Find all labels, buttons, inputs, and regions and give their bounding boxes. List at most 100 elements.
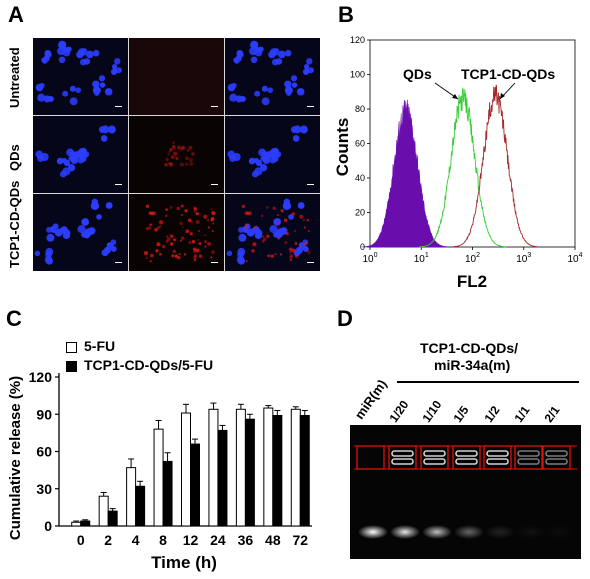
- nucleus: [303, 64, 310, 70]
- complex-band: [517, 458, 540, 465]
- red-signal: [245, 260, 248, 263]
- bar-5-fu: [71, 521, 82, 527]
- complex-band: [545, 458, 568, 465]
- nucleus: [46, 226, 52, 233]
- red-signal: [306, 250, 311, 255]
- nucleus: [60, 226, 68, 234]
- nucleus: [101, 249, 109, 257]
- nucleus: [83, 58, 91, 65]
- y-tick-label: 40: [355, 173, 365, 183]
- red-signal: [198, 241, 202, 245]
- red-signal: [172, 249, 177, 254]
- x-tick-label: 12: [183, 532, 199, 548]
- red-signal: [275, 221, 279, 226]
- red-signal: [265, 234, 270, 238]
- legend-swatch-5-fu: [66, 342, 77, 353]
- red-signal: [265, 206, 269, 209]
- nucleus: [37, 93, 46, 102]
- nucleus: [69, 85, 76, 92]
- red-signal: [284, 240, 288, 245]
- nucleus: [239, 95, 246, 102]
- nucleus: [291, 82, 298, 88]
- microscopy-grid: [33, 38, 320, 271]
- red-signal: [179, 148, 183, 152]
- scale-bar: [307, 106, 314, 107]
- histogram-qds: [419, 87, 507, 248]
- cumulative-release-chart: Cumulative release (%) Time (h) 0 30 60 90 1…: [7, 369, 312, 572]
- y-tick-labels: 0 20 40 60 80 100 120: [350, 35, 365, 252]
- red-signal: [168, 162, 173, 167]
- scale-bar: [115, 106, 122, 107]
- scale-bar: [211, 106, 218, 107]
- red-signal: [185, 162, 189, 166]
- nucleus: [293, 125, 302, 134]
- red-signal: [267, 254, 271, 258]
- red-signal: [203, 214, 208, 219]
- red-signal: [193, 206, 197, 210]
- nucleus: [275, 58, 283, 65]
- red-signal: [272, 206, 276, 211]
- red-signal: [165, 208, 168, 211]
- red-signal: [195, 212, 199, 216]
- red-signal: [187, 218, 192, 223]
- x-tick-labels: 100 101 102 103 104: [362, 252, 582, 265]
- free-mirna-band: [422, 525, 452, 539]
- legend-label-tcp1-cd-qds-5-fu: TCP1-CD-QDs/5-FU: [84, 357, 214, 373]
- complex-band: [423, 458, 446, 465]
- red-signal: [179, 239, 183, 242]
- free-mirna-band: [454, 525, 484, 539]
- red-signal: [277, 226, 280, 229]
- scale-bar: [211, 184, 218, 185]
- red-signal: [159, 225, 162, 228]
- red-signal: [183, 253, 187, 256]
- nucleus: [86, 50, 94, 59]
- nucleus: [61, 157, 68, 164]
- well-box: [452, 445, 481, 470]
- bar-5-fu: [126, 467, 137, 527]
- red-signal: [177, 145, 181, 150]
- nucleus: [267, 87, 274, 94]
- red-signal: [207, 226, 210, 229]
- red-signal: [148, 226, 152, 230]
- nucleus: [275, 228, 284, 237]
- nucleus: [105, 202, 113, 209]
- nucleus: [45, 251, 52, 259]
- red-signal: [173, 151, 178, 156]
- nucleus: [236, 256, 245, 264]
- nucleus: [237, 251, 244, 259]
- y-tick-label: 120: [350, 35, 365, 45]
- red-signal: [270, 254, 274, 258]
- nucleus: [261, 97, 270, 106]
- x-tick-label: 2: [104, 532, 112, 548]
- red-signal: [294, 241, 298, 245]
- nucleus: [107, 125, 116, 134]
- nucleus: [248, 157, 256, 165]
- red-signal: [171, 254, 175, 258]
- bar-tcp1-cd-qds-5-fu: [135, 485, 146, 527]
- nucleus: [77, 225, 86, 234]
- nucleus: [70, 156, 79, 165]
- nucleus: [81, 218, 89, 226]
- row-label-untreated: Untreated: [7, 47, 22, 108]
- red-signal: [185, 156, 189, 161]
- complex-band: [545, 450, 568, 457]
- nucleus: [94, 90, 100, 96]
- red-signal: [188, 240, 192, 245]
- x-tick-label: 104: [567, 252, 582, 265]
- complex-band: [486, 450, 509, 457]
- complex-band: [486, 458, 509, 465]
- panel-c-letter: C: [6, 306, 22, 331]
- red-signal: [299, 214, 304, 219]
- red-signal: [164, 162, 168, 167]
- nucleus: [110, 239, 117, 246]
- red-signal: [181, 226, 184, 229]
- nucleus: [284, 80, 292, 88]
- red-signal: [195, 219, 201, 225]
- y-tick-label: 100: [350, 70, 365, 80]
- red-signal: [180, 145, 185, 150]
- legend-swatch-tcp1-cd-qds-5-fu: [66, 361, 77, 372]
- red-signal: [194, 210, 197, 214]
- complex-band: [455, 450, 478, 457]
- red-signal: [211, 211, 216, 216]
- red-signal: [166, 237, 171, 242]
